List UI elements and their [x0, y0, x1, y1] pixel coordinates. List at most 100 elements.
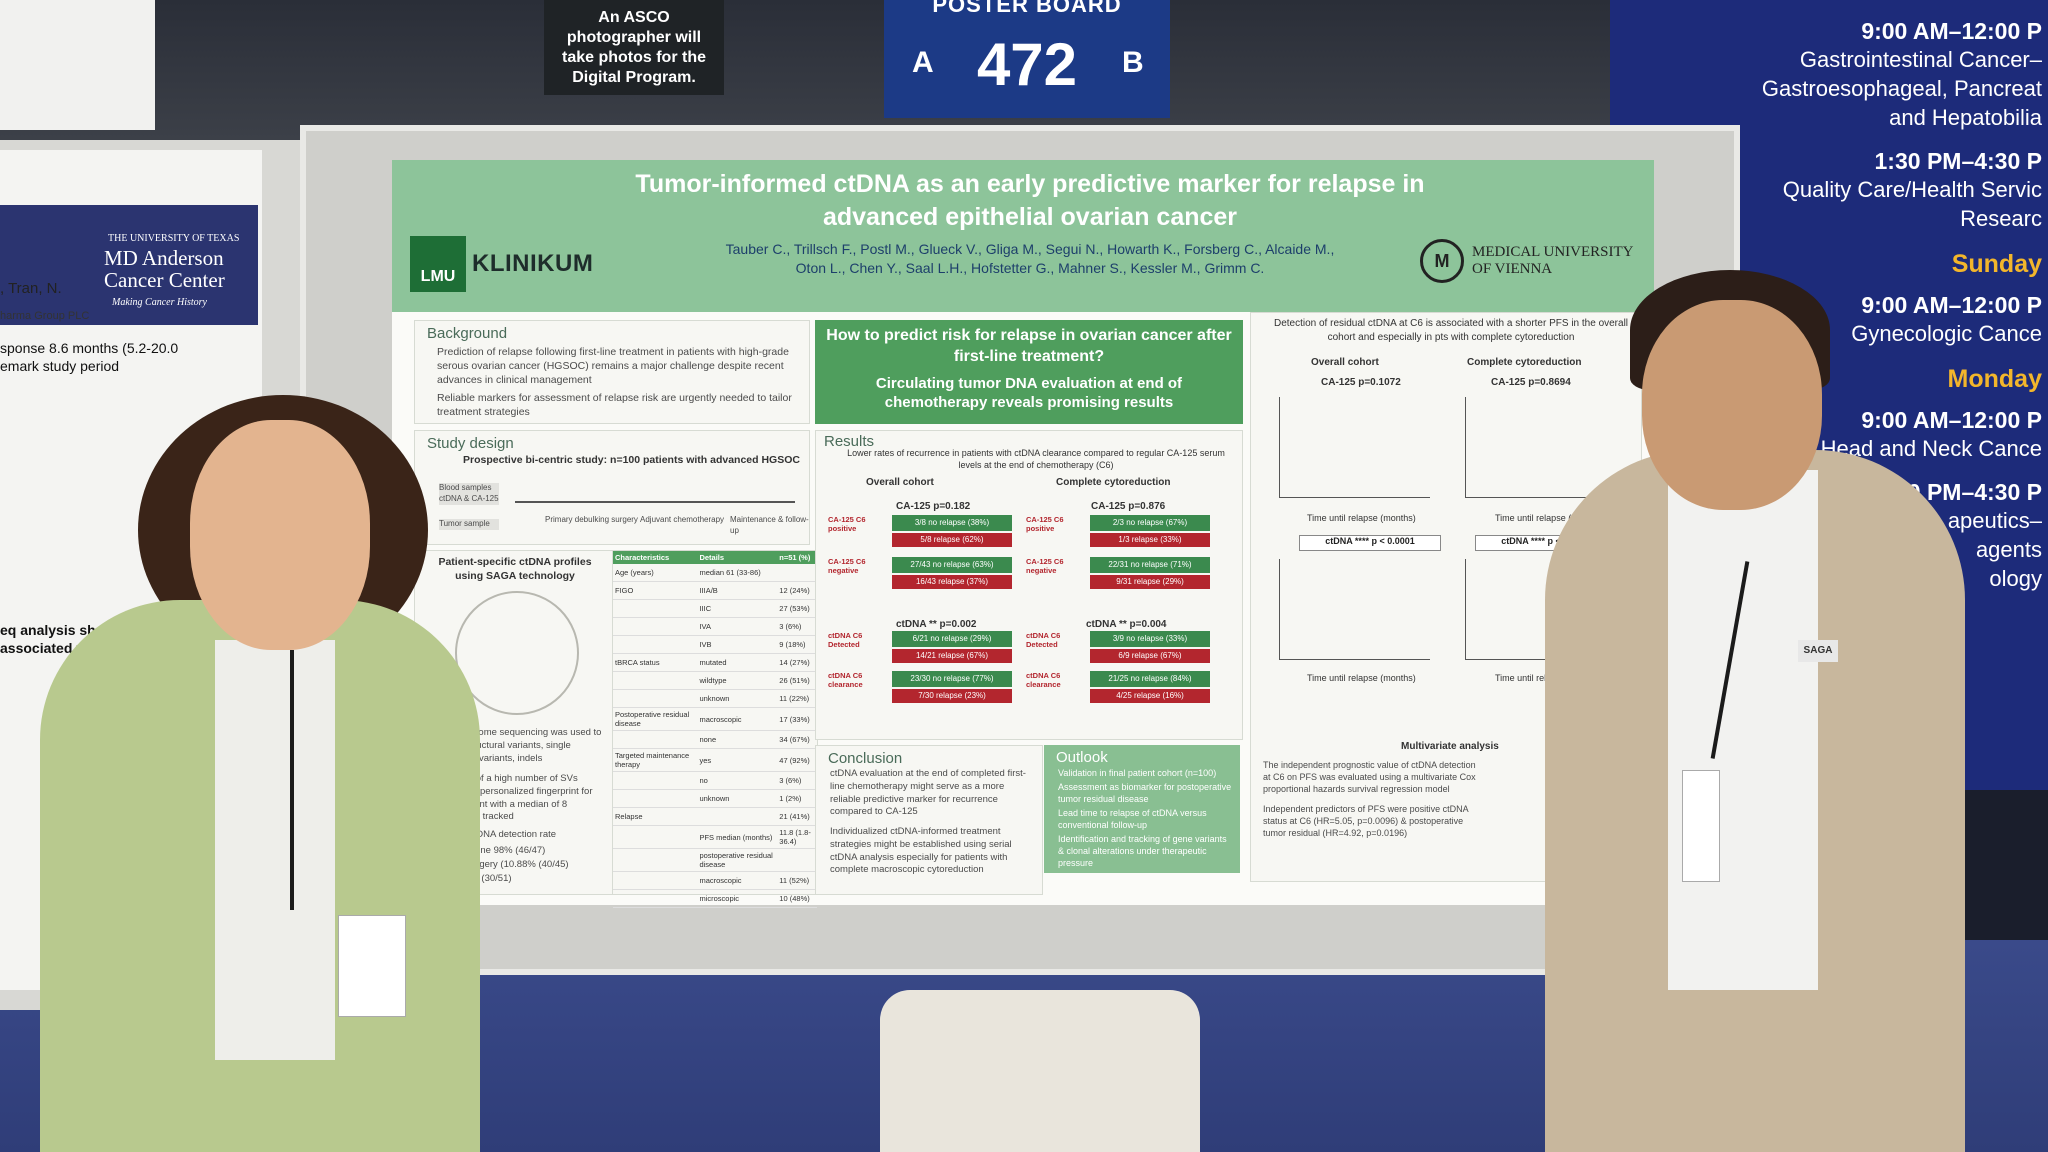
survival-overall-label: Overall cohort — [1311, 357, 1379, 368]
result-bar-relapse: 4/25 relapse (16%) — [1090, 689, 1210, 703]
table-cell — [613, 599, 698, 618]
schedule-text: agents — [1975, 537, 2042, 562]
table-cell: 9 (18%) — [777, 635, 817, 654]
study-design-subheading: Prospective bi-centric study: n=100 pati… — [463, 454, 800, 466]
km-x-label: Time until relapse (months) — [1307, 513, 1416, 523]
table-cell: macroscopic — [697, 871, 778, 890]
key-question: How to predict risk for relapse in ovari… — [826, 327, 1232, 365]
result-row-label: CA-125 C6 negative — [828, 557, 866, 575]
board-letter-b: B — [1122, 46, 1144, 79]
table-row: IIIC 27 (53%) — [613, 599, 817, 618]
schedule-day: Sunday — [1951, 250, 2042, 278]
table-cell: Targeted maintenance therapy — [613, 748, 698, 772]
lmu-klinikum-logo: LMU KLINIKUM — [410, 236, 610, 292]
results-p-value: CA-125 p=0.182 — [896, 501, 971, 512]
asco-photographer-sign: An ASCO photographer will take photos fo… — [544, 0, 724, 95]
table-cell: tBRCA status — [613, 653, 698, 672]
result-bar-relapse: 5/8 relapse (62%) — [892, 533, 1012, 547]
result-bar-relapse: 9/31 relapse (29%) — [1090, 575, 1210, 589]
characteristics-table: Characteristics Details n=51 (%) Age (years… — [613, 551, 817, 908]
result-bar-no-relapse: 6/21 no relapse (29%) — [892, 631, 1012, 647]
institution-name: MD Anderson Cancer Center — [104, 246, 225, 293]
schedule-text: Quality Care/Health Servic — [1782, 177, 2042, 202]
results-section: Results Lower rates of recurrence in pat… — [815, 430, 1243, 740]
table-row: IVB 9 (18%) — [613, 635, 817, 654]
table-row: unknown 11 (22%) — [613, 689, 817, 708]
lmu-wordmark: KLINIKUM — [472, 250, 594, 277]
outlook-bullet: Identification and tracking of gene vari… — [1058, 834, 1227, 869]
poster-authors: Tauber C., Trillsch F., Postl M., Glueck… — [600, 240, 1460, 278]
table-cell — [613, 848, 698, 872]
survival-heading: Detection of residual ctDNA at C6 is ass… — [1273, 318, 1629, 343]
conclusion-section: Conclusion ctDNA evaluation at the end o… — [815, 745, 1043, 895]
schedule-text: Gastrointestinal Cancer– — [1799, 47, 2042, 72]
result-bar-relapse: 14/21 relapse (67%) — [892, 649, 1012, 663]
table-cell: 12 (24%) — [777, 581, 817, 600]
result-row-label: ctDNA C6 clearance — [1026, 671, 1061, 689]
table-cell: Postoperative residual disease — [613, 707, 698, 731]
key-answer: Circulating tumor DNA evaluation at end … — [875, 374, 1183, 412]
km-plot — [1279, 397, 1430, 498]
results-subheading: Lower rates of recurrence in patients wi… — [847, 448, 1225, 471]
saga-bullet: at baseline 98% (46/47) — [445, 845, 546, 856]
background-poster — [0, 0, 155, 130]
table-row: FIGO IIIA/B 12 (24%) — [613, 581, 817, 600]
km-x-label: Time until relapse (months) — [1307, 673, 1416, 683]
table-cell — [613, 771, 698, 790]
table-cell: 3 (6%) — [777, 617, 817, 636]
result-bar-no-relapse: 27/43 no relapse (63%) — [892, 557, 1012, 573]
table-cell: 11.8 (1.8-36.4) — [777, 825, 817, 849]
schedule-time: 9:00 AM–12:00 P — [1861, 407, 2042, 433]
table-cell: 10 (48%) — [777, 889, 817, 908]
table-cell — [613, 689, 698, 708]
table-cell — [613, 730, 698, 749]
table-cell: macroscopic — [697, 707, 778, 731]
section-heading: Conclusion — [828, 750, 903, 767]
board-letter-a: A — [912, 46, 934, 79]
muv-wordmark: MEDICAL UNIVERSITY OF VIENNA — [1472, 243, 1633, 277]
left-poster-text: emark study period — [0, 358, 120, 374]
results-p-value: ctDNA ** p=0.002 — [896, 619, 977, 630]
left-poster-text: eq analysis show — [0, 622, 116, 638]
result-bar-no-relapse: 3/9 no relapse (33%) — [1090, 631, 1210, 647]
saga-bullet: Whole genome sequencing was used to iden… — [433, 727, 602, 764]
table-cell — [613, 871, 698, 890]
table-cell: yes — [697, 748, 778, 772]
table-header-cell: n=51 (%) — [777, 551, 817, 564]
result-bar-no-relapse: 22/31 no relapse (71%) — [1090, 557, 1210, 573]
medical-university-vienna-logo: M MEDICAL UNIVERSITY OF VIENNA — [1420, 236, 1650, 286]
table-row: microscopic 10 (48%) — [613, 889, 817, 908]
multivariate-bullet: The independent prognostic value of ctDN… — [1263, 760, 1476, 795]
table-row: postoperative residual disease — [613, 848, 817, 872]
table-header-cell: Details — [697, 551, 778, 564]
table-cell: PFS median (months) — [697, 825, 778, 849]
section-heading: Background — [427, 325, 508, 342]
survival-complete-label: Complete cytoreduction — [1467, 357, 1582, 368]
board-number: 472 — [976, 31, 1078, 98]
institution-tagline: Making Cancer History — [112, 297, 207, 308]
km-plot — [1465, 397, 1616, 498]
background-bullet: Prediction of relapse following first-li… — [437, 346, 789, 387]
results-p-value: CA-125 p=0.876 — [1091, 501, 1166, 512]
table-cell: 26 (51%) — [777, 671, 817, 690]
timeline-phase: Adjuvant chemotherapy — [640, 515, 725, 524]
poster-authors-line: Tauber C., Trillsch F., Postl M., Glueck… — [725, 241, 1335, 257]
result-row-label: CA-125 C6 positive — [828, 515, 866, 533]
institution-top: THE UNIVERSITY OF TEXAS — [108, 233, 240, 244]
table-cell: no — [697, 771, 778, 790]
km-plot — [1279, 559, 1430, 660]
saga-bullet: post-surgery (10.88% (40/45) — [445, 859, 569, 870]
timeline-axis — [515, 501, 795, 503]
table-cell: 34 (67%) — [777, 730, 817, 749]
survival-p-value: CA-125 p=0.1072 — [1321, 377, 1401, 388]
poster-authors-line: Oton L., Chen Y., Saal L.H., Hofstetter … — [795, 259, 1265, 276]
conclusion-bullet: ctDNA evaluation at the end of completed… — [830, 768, 1026, 818]
left-poster-affiliation: harma Group PLC — [0, 310, 90, 322]
lanyard — [290, 650, 294, 910]
poster-header — [392, 160, 1654, 312]
schedule-day: Monday — [1947, 365, 2042, 393]
table-row: tBRCA status mutated 14 (27%) — [613, 653, 817, 672]
result-bar-relapse: 16/43 relapse (37%) — [892, 575, 1012, 589]
study-design-section: Study design Prospective bi-centric stud… — [414, 430, 810, 545]
outlook-bullet: Validation in final patient cohort (n=10… — [1058, 768, 1217, 778]
